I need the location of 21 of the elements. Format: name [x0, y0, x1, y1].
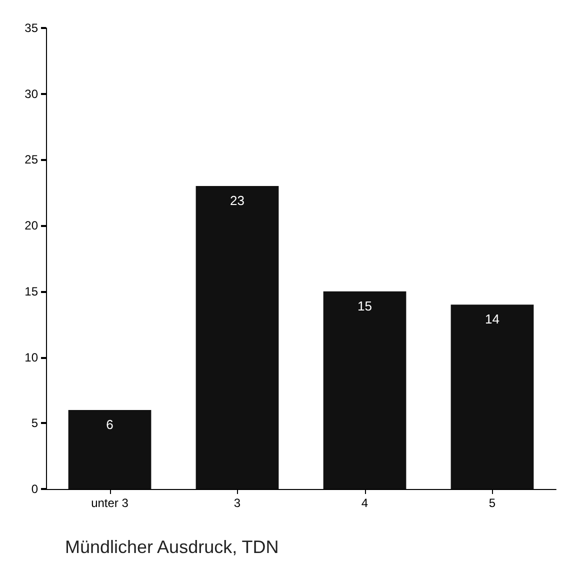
bar — [323, 291, 406, 489]
y-tick-label: 25 — [24, 152, 38, 167]
y-tick-label: 15 — [24, 284, 38, 298]
data-label: 6 — [106, 416, 114, 432]
x-tick-label: 5 — [488, 496, 496, 510]
bar — [68, 410, 152, 489]
x-axis-title: Mündlicher Ausdruck, TDN — [65, 537, 279, 557]
bar — [450, 304, 534, 489]
y-tick-label: 30 — [24, 86, 38, 101]
data-label: 15 — [358, 298, 372, 314]
x-tick-label: unter 3 — [91, 496, 129, 510]
y-tick-label: 20 — [24, 218, 38, 233]
y-tick-label: 35 — [24, 21, 38, 35]
data-label: 23 — [230, 193, 244, 208]
x-tick-label: 4 — [361, 496, 368, 510]
y-tick-label: 0 — [31, 482, 38, 496]
y-tick-label: 10 — [24, 350, 38, 364]
data-label: 14 — [485, 312, 500, 327]
y-tick-label: 5 — [31, 416, 38, 430]
x-tick-label: 3 — [234, 496, 241, 510]
bar — [196, 186, 279, 489]
